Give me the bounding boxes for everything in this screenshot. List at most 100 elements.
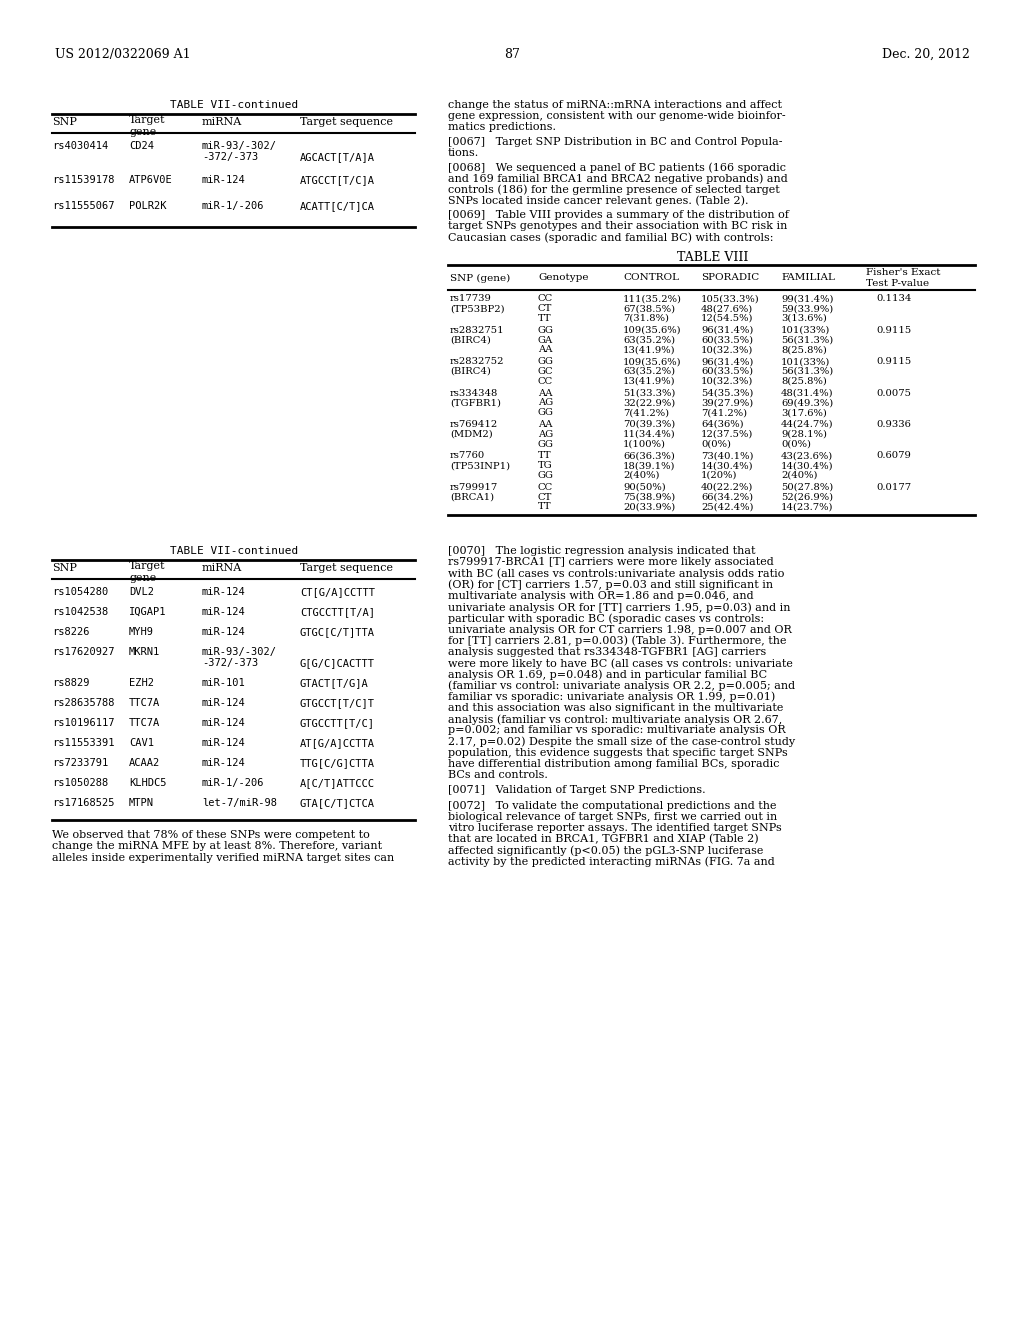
Text: 52(26.9%): 52(26.9%): [781, 492, 834, 502]
Text: miR-124: miR-124: [202, 738, 246, 748]
Text: 54(35.3%): 54(35.3%): [701, 388, 754, 397]
Text: 87: 87: [504, 48, 520, 61]
Text: (TGFBR1): (TGFBR1): [450, 399, 501, 408]
Text: (BIRC4): (BIRC4): [450, 367, 490, 376]
Text: that are located in BRCA1, TGFBR1 and XIAP (Table 2): that are located in BRCA1, TGFBR1 and XI…: [449, 834, 759, 845]
Text: AG: AG: [538, 430, 553, 438]
Text: 39(27.9%): 39(27.9%): [701, 399, 754, 408]
Text: miRNA: miRNA: [202, 564, 243, 573]
Text: miR-93/-302/: miR-93/-302/: [202, 141, 278, 150]
Text: multivariate analysis with OR=1.86 and p=0.046, and: multivariate analysis with OR=1.86 and p…: [449, 591, 754, 601]
Text: 90(50%): 90(50%): [623, 483, 666, 492]
Text: GTGCCT[T/C]T: GTGCCT[T/C]T: [300, 698, 375, 709]
Text: 66(36.3%): 66(36.3%): [623, 451, 675, 461]
Text: rs1050288: rs1050288: [52, 779, 109, 788]
Text: 3(13.6%): 3(13.6%): [781, 314, 826, 323]
Text: POLR2K: POLR2K: [129, 201, 167, 211]
Text: [0070]   The logistic regression analysis indicated that: [0070] The logistic regression analysis …: [449, 546, 756, 556]
Text: CC: CC: [538, 483, 553, 492]
Text: ACATT[C/T]CA: ACATT[C/T]CA: [300, 201, 375, 211]
Text: SNP: SNP: [52, 117, 77, 127]
Text: Dec. 20, 2012: Dec. 20, 2012: [882, 48, 970, 61]
Text: MKRN1: MKRN1: [129, 647, 160, 657]
Text: gene expression, consistent with our genome-wide bioinfor-: gene expression, consistent with our gen…: [449, 111, 785, 121]
Text: 56(31.3%): 56(31.3%): [781, 335, 834, 345]
Text: CTGCCTT[T/A]: CTGCCTT[T/A]: [300, 607, 375, 618]
Text: 10(32.3%): 10(32.3%): [701, 346, 754, 354]
Text: 0.6079: 0.6079: [876, 451, 911, 461]
Text: miR-124: miR-124: [202, 718, 246, 729]
Text: 43(23.6%): 43(23.6%): [781, 451, 834, 461]
Text: CC: CC: [538, 294, 553, 304]
Text: rs10196117: rs10196117: [52, 718, 115, 729]
Text: US 2012/0322069 A1: US 2012/0322069 A1: [55, 48, 190, 61]
Text: G[G/C]CACTTT: G[G/C]CACTTT: [300, 659, 375, 668]
Text: 48(27.6%): 48(27.6%): [701, 304, 754, 313]
Text: CT[G/A]CCTTT: CT[G/A]CCTTT: [300, 587, 375, 597]
Text: AG: AG: [538, 399, 553, 408]
Text: 109(35.6%): 109(35.6%): [623, 326, 682, 335]
Text: 60(33.5%): 60(33.5%): [701, 367, 753, 376]
Text: 0.9115: 0.9115: [876, 326, 911, 335]
Text: [0069]   Table VIII provides a summary of the distribution of: [0069] Table VIII provides a summary of …: [449, 210, 788, 220]
Text: GG: GG: [538, 326, 554, 335]
Text: rs8829: rs8829: [52, 678, 89, 688]
Text: Genotype: Genotype: [538, 273, 589, 282]
Text: vitro luciferase reporter assays. The identified target SNPs: vitro luciferase reporter assays. The id…: [449, 822, 781, 833]
Text: 8(25.8%): 8(25.8%): [781, 376, 826, 385]
Text: 18(39.1%): 18(39.1%): [623, 461, 676, 470]
Text: AA: AA: [538, 388, 553, 397]
Text: 0.9336: 0.9336: [876, 420, 911, 429]
Text: Fisher's Exact: Fisher's Exact: [866, 268, 940, 277]
Text: 51(33.3%): 51(33.3%): [623, 388, 676, 397]
Text: 109(35.6%): 109(35.6%): [623, 358, 682, 366]
Text: 96(31.4%): 96(31.4%): [701, 358, 754, 366]
Text: Target
gene: Target gene: [129, 561, 166, 583]
Text: 13(41.9%): 13(41.9%): [623, 346, 676, 354]
Text: rs799917: rs799917: [450, 483, 499, 492]
Text: GTGC[C/T]TTA: GTGC[C/T]TTA: [300, 627, 375, 638]
Text: TT: TT: [538, 451, 552, 461]
Text: Target
gene: Target gene: [129, 115, 166, 136]
Text: 70(39.3%): 70(39.3%): [623, 420, 675, 429]
Text: GA: GA: [538, 335, 553, 345]
Text: -372/-373: -372/-373: [202, 659, 258, 668]
Text: rs7760: rs7760: [450, 451, 485, 461]
Text: 60(33.5%): 60(33.5%): [701, 335, 753, 345]
Text: (BIRC4): (BIRC4): [450, 335, 490, 345]
Text: 13(41.9%): 13(41.9%): [623, 376, 676, 385]
Text: Target sequence: Target sequence: [300, 117, 393, 127]
Text: 0.0075: 0.0075: [876, 388, 911, 397]
Text: GG: GG: [538, 440, 554, 449]
Text: 12(37.5%): 12(37.5%): [701, 430, 754, 438]
Text: analysis (familiar vs control: multivariate analysis OR 2.67,: analysis (familiar vs control: multivari…: [449, 714, 782, 725]
Text: 73(40.1%): 73(40.1%): [701, 451, 754, 461]
Text: 48(31.4%): 48(31.4%): [781, 388, 834, 397]
Text: 101(33%): 101(33%): [781, 326, 830, 335]
Text: affected significantly (p<0.05) the pGL3-SNP luciferase: affected significantly (p<0.05) the pGL3…: [449, 845, 763, 855]
Text: 99(31.4%): 99(31.4%): [781, 294, 834, 304]
Text: TABLE VIII: TABLE VIII: [677, 251, 749, 264]
Text: ACAA2: ACAA2: [129, 758, 160, 768]
Text: 8(25.8%): 8(25.8%): [781, 346, 826, 354]
Text: 0(0%): 0(0%): [781, 440, 811, 449]
Text: for [TT] carriers 2.81, p=0.003) (Table 3). Furthermore, the: for [TT] carriers 2.81, p=0.003) (Table …: [449, 636, 786, 647]
Text: rs799917-BRCA1 [T] carriers were more likely associated: rs799917-BRCA1 [T] carriers were more li…: [449, 557, 774, 568]
Text: 11(34.4%): 11(34.4%): [623, 430, 676, 438]
Text: rs28635788: rs28635788: [52, 698, 115, 709]
Text: 25(42.4%): 25(42.4%): [701, 503, 754, 511]
Text: rs8226: rs8226: [52, 627, 89, 638]
Text: 64(36%): 64(36%): [701, 420, 743, 429]
Text: miR-124: miR-124: [202, 587, 246, 597]
Text: have differential distribution among familial BCs, sporadic: have differential distribution among fam…: [449, 759, 779, 770]
Text: CC: CC: [538, 376, 553, 385]
Text: let-7/miR-98: let-7/miR-98: [202, 799, 278, 808]
Text: rs11539178: rs11539178: [52, 176, 115, 185]
Text: miR-124: miR-124: [202, 758, 246, 768]
Text: 2.17, p=0.02) Despite the small size of the case-control study: 2.17, p=0.02) Despite the small size of …: [449, 737, 795, 747]
Text: target SNPs genotypes and their association with BC risk in: target SNPs genotypes and their associat…: [449, 220, 787, 231]
Text: p=0.002; and familiar vs sporadic: multivariate analysis OR: p=0.002; and familiar vs sporadic: multi…: [449, 726, 785, 735]
Text: 14(30.4%): 14(30.4%): [781, 461, 834, 470]
Text: 20(33.9%): 20(33.9%): [623, 503, 675, 511]
Text: 10(32.3%): 10(32.3%): [701, 376, 754, 385]
